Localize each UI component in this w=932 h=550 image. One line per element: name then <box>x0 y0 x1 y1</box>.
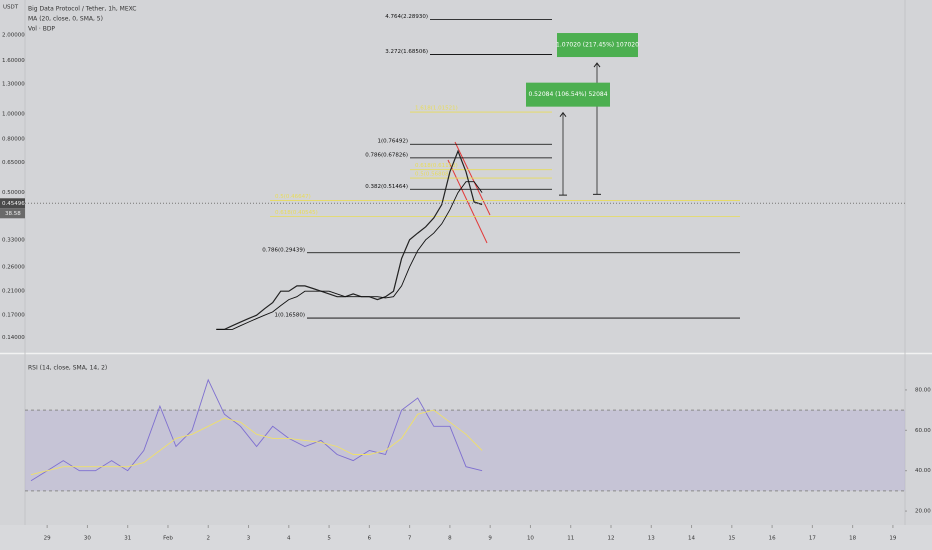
x-tick-label: 3 <box>247 536 251 542</box>
y-tick-label: 60.00 <box>915 428 931 434</box>
y-tick-label: 80.00 <box>915 387 931 393</box>
fib-label: 1(0.16580) <box>274 313 305 319</box>
time-axis-area <box>0 525 932 550</box>
measure-arrow <box>593 62 601 68</box>
measure-label: 0.52084 (106.54%) 52084 <box>528 91 607 98</box>
x-tick-label: 18 <box>849 536 856 542</box>
fib-label: 0.618(0.40545) <box>275 210 318 216</box>
y-tick-label: 0.26000 <box>2 264 25 270</box>
fib-label: 1.618(1.01521) <box>415 106 458 112</box>
x-tick-label: 2 <box>206 536 210 542</box>
volume-tag-label: 38.58 <box>5 211 21 217</box>
x-tick-label: 14 <box>688 536 695 542</box>
x-tick-label: 29 <box>44 536 51 542</box>
x-tick-label: 30 <box>84 536 91 542</box>
measure-box <box>526 82 610 107</box>
x-tick-label: 15 <box>728 536 735 542</box>
x-tick-label: 19 <box>889 536 896 542</box>
x-tick-label: 31 <box>124 536 131 542</box>
y-tick-label: 0.80000 <box>2 137 25 143</box>
x-tick-label: 7 <box>408 536 412 542</box>
measure-label: 1.07020 (217.45%) 107020 <box>556 42 639 49</box>
x-tick-label: 16 <box>769 536 776 542</box>
y-tick-label: 20.00 <box>915 509 931 515</box>
rsi-title: RSI (14, close, SMA, 14, 2) <box>28 365 107 372</box>
fib-label: 1(0.76492) <box>377 139 408 145</box>
y-tick-label: 2.00000 <box>2 32 25 38</box>
fib-label: 3.272(1.68506) <box>385 49 428 55</box>
x-tick-label: 9 <box>488 536 492 542</box>
x-tick-label: Feb <box>163 536 173 542</box>
measure-box <box>557 33 638 58</box>
x-tick-label: 8 <box>448 536 452 542</box>
rsi-band <box>25 410 905 491</box>
x-tick-label: 12 <box>607 536 614 542</box>
volume-tag <box>0 208 25 219</box>
y-tick-label: 0.33000 <box>2 237 25 243</box>
fib-label: 0.5(0.46647) <box>275 194 311 200</box>
x-tick-label: 13 <box>648 536 655 542</box>
y-tick-label: 0.14000 <box>2 335 25 341</box>
fib-label: 0.382(0.51464) <box>365 184 408 190</box>
legend-volume: Vol · BDP <box>28 26 55 33</box>
legend-symbol: Big Data Protocol / Tether, 1h, MEXC <box>28 6 136 13</box>
measure-arrow <box>559 111 567 117</box>
series-line <box>30 409 483 476</box>
series-line <box>216 149 483 330</box>
x-tick-label: 5 <box>327 536 331 542</box>
price-tag <box>0 198 25 209</box>
fib-label: 0.786(0.29439) <box>262 247 305 253</box>
x-tick-label: 10 <box>527 536 534 542</box>
y-tick-label: 1.60000 <box>2 58 25 64</box>
trendline <box>447 159 488 244</box>
y-tick-label: 0.65000 <box>2 160 25 166</box>
price-tag-label: 0.45496 <box>2 201 25 207</box>
y-tick-label: 1.30000 <box>2 81 25 87</box>
fib-label: 4.764(2.28930) <box>385 14 428 20</box>
x-tick-label: 6 <box>368 536 372 542</box>
x-tick-label: 11 <box>567 536 574 542</box>
series-line <box>216 181 483 330</box>
fib-label: 0.5(0.56808) <box>415 172 451 178</box>
legend-ma: MA (20, close, 0, SMA, 5) <box>28 16 103 23</box>
y-tick-label: 0.50000 <box>2 190 25 196</box>
series-line <box>30 378 483 482</box>
fib-label: 0.786(0.67826) <box>365 152 408 158</box>
fib-label: 0.618(0.61153) <box>415 163 458 169</box>
y-tick-label: 0.21000 <box>2 289 25 295</box>
y-tick-label: 1.00000 <box>2 111 25 117</box>
y-tick-label: 0.17000 <box>2 313 25 319</box>
x-tick-label: 17 <box>809 536 816 542</box>
x-tick-label: 4 <box>287 536 291 542</box>
axis-unit: USDT <box>3 5 19 11</box>
y-tick-label: 40.00 <box>915 468 931 474</box>
